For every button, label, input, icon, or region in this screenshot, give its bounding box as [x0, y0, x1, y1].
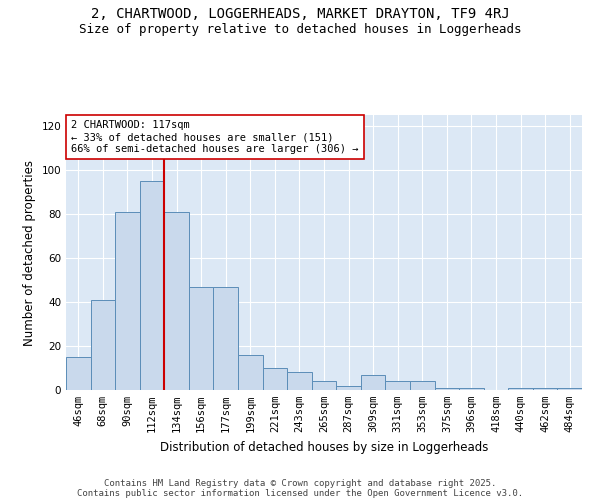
Bar — [557, 388, 582, 390]
Bar — [287, 372, 312, 390]
Bar — [263, 368, 287, 390]
Text: 2, CHARTWOOD, LOGGERHEADS, MARKET DRAYTON, TF9 4RJ: 2, CHARTWOOD, LOGGERHEADS, MARKET DRAYTO… — [91, 8, 509, 22]
Bar — [312, 381, 336, 390]
Bar — [164, 212, 189, 390]
Text: Contains HM Land Registry data © Crown copyright and database right 2025.: Contains HM Land Registry data © Crown c… — [104, 478, 496, 488]
Bar — [336, 386, 361, 390]
Bar — [508, 388, 533, 390]
Bar — [434, 388, 459, 390]
Bar — [140, 181, 164, 390]
Text: Size of property relative to detached houses in Loggerheads: Size of property relative to detached ho… — [79, 22, 521, 36]
Bar — [91, 300, 115, 390]
Y-axis label: Number of detached properties: Number of detached properties — [23, 160, 36, 346]
Bar — [459, 388, 484, 390]
Bar — [66, 357, 91, 390]
Bar — [533, 388, 557, 390]
Bar — [214, 286, 238, 390]
Text: Contains public sector information licensed under the Open Government Licence v3: Contains public sector information licen… — [77, 488, 523, 498]
Bar — [238, 355, 263, 390]
Bar — [410, 381, 434, 390]
Text: 2 CHARTWOOD: 117sqm
← 33% of detached houses are smaller (151)
66% of semi-detac: 2 CHARTWOOD: 117sqm ← 33% of detached ho… — [71, 120, 359, 154]
Bar — [115, 212, 140, 390]
X-axis label: Distribution of detached houses by size in Loggerheads: Distribution of detached houses by size … — [160, 440, 488, 454]
Bar — [189, 286, 214, 390]
Bar — [361, 374, 385, 390]
Bar — [385, 381, 410, 390]
